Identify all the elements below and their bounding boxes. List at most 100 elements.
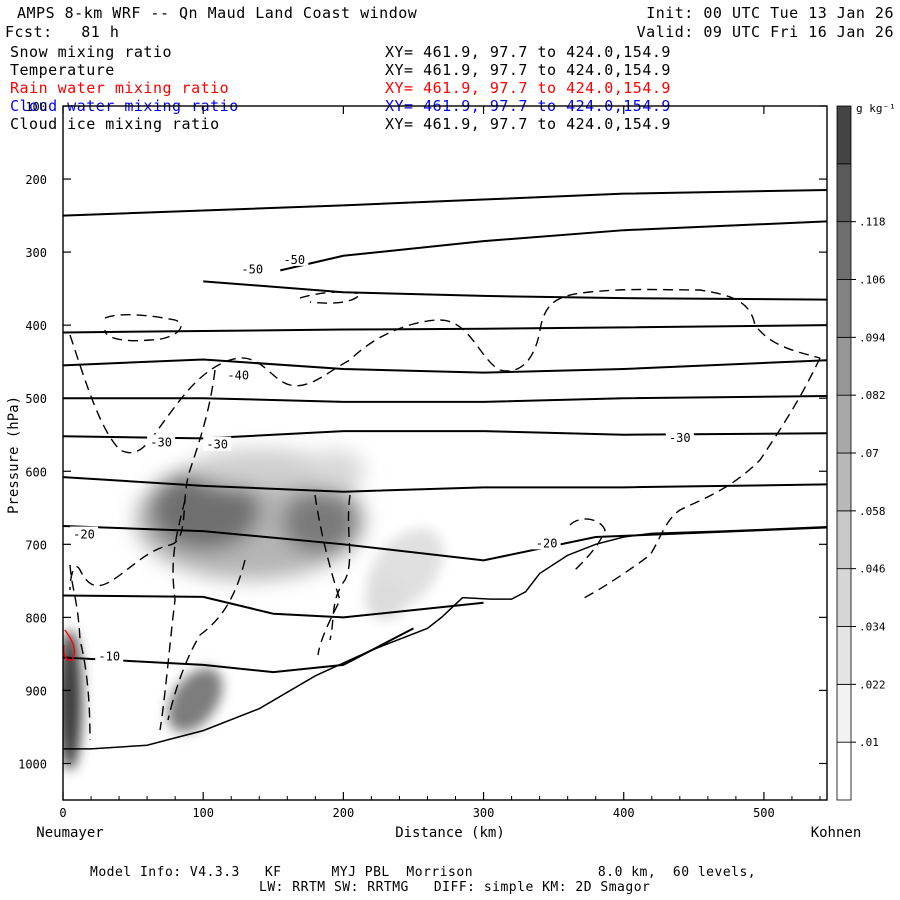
terrain-surface xyxy=(63,526,828,750)
field-xy: XY= 461.9, 97.7 to 424.0,154.9 xyxy=(385,43,671,61)
field-name: Temperature xyxy=(10,61,115,79)
cloud-ice-contour xyxy=(69,564,91,741)
y-tick-label: 100 xyxy=(25,100,47,114)
contour-label: -50 xyxy=(241,262,263,276)
y-tick-label: 800 xyxy=(25,611,47,625)
isotherm xyxy=(63,189,827,217)
physics-info: LW: RRTM SW: RRTMG DIFF: simple KM: 2D S… xyxy=(259,880,651,895)
y-tick-label: 500 xyxy=(25,392,47,406)
x-tick-label: 0 xyxy=(59,806,66,820)
init-time: Init: 00 UTC Tue 13 Jan 26 xyxy=(646,4,894,22)
y-tick-label: 1000 xyxy=(18,757,47,771)
field-xy: XY= 461.9, 97.7 to 424.0,154.9 xyxy=(385,61,671,79)
contour-label: -30 xyxy=(150,436,172,450)
y-tick-label: 200 xyxy=(25,173,47,187)
contour-label: -30 xyxy=(206,438,228,452)
isotherm xyxy=(63,476,827,493)
isotherm xyxy=(63,430,827,440)
terrain-line xyxy=(63,526,828,750)
colorbar-level-label: .046 xyxy=(859,563,886,576)
x-tick-label: 300 xyxy=(473,806,495,820)
colorbar-level-label: .118 xyxy=(859,216,886,229)
colorbar-swatch xyxy=(836,626,852,685)
cloud-ice-contour xyxy=(314,494,341,656)
y-axis: 100 200 300 400 500 600 700 800 900 1000 xyxy=(18,100,827,771)
colorbar-swatch xyxy=(836,683,852,743)
field-xy: XY= 461.9, 97.7 to 424.0,154.9 xyxy=(385,115,671,133)
isotherm xyxy=(63,358,827,374)
forecast-hour: Fcst: 81 h xyxy=(5,23,120,41)
field-name: Snow mixing ratio xyxy=(10,43,173,61)
contour-label: -30 xyxy=(669,431,691,445)
isotherm xyxy=(63,324,827,334)
colorbar-level-label: .022 xyxy=(859,678,886,691)
isotherm xyxy=(203,280,827,301)
colorbar-swatch xyxy=(836,163,852,223)
colorbar-level-label: .058 xyxy=(859,505,886,518)
cloud-ice-contours xyxy=(69,288,821,741)
colorbar-swatch xyxy=(836,221,852,280)
contour-label: -40 xyxy=(227,368,249,382)
x-axis: 0 100 200 300 400 500 xyxy=(59,106,821,820)
isotherm xyxy=(63,525,827,562)
y-tick-label: 600 xyxy=(25,465,47,479)
x-tick-label: 500 xyxy=(753,806,775,820)
contour-label-bg xyxy=(147,434,176,449)
contour-label-bg xyxy=(238,261,267,276)
cloud-ice-contour xyxy=(104,314,182,342)
start-location-label: Neumayer xyxy=(36,825,103,841)
contour-label: -10 xyxy=(98,650,120,664)
cloud-ice-contour xyxy=(329,494,351,641)
x-tick-label: 400 xyxy=(613,806,635,820)
colorbar-swatch xyxy=(836,279,852,338)
contour-label-bg xyxy=(95,648,124,663)
field-xy: XY= 461.9, 97.7 to 424.0,154.9 xyxy=(385,79,671,97)
y-tick-label: 300 xyxy=(25,246,47,260)
colorbar-swatch xyxy=(836,568,852,627)
x-tick-label: 100 xyxy=(192,806,214,820)
y-tick-label: 400 xyxy=(25,319,47,333)
contour-label-bg xyxy=(280,251,309,266)
cloud-ice-contour xyxy=(167,559,246,721)
colorbar-swatch xyxy=(836,336,852,396)
cloud-ice-contour xyxy=(69,288,821,454)
chart-title: AMPS 8-km WRF -- Qn Maud Land Coast wind… xyxy=(17,4,418,22)
y-tick-label: 700 xyxy=(25,538,47,552)
valid-time: Valid: 09 UTC Fri 16 Jan 26 xyxy=(636,23,894,41)
contour-label-bg xyxy=(532,535,561,550)
isotherm xyxy=(63,594,484,619)
cloud-ice-contour xyxy=(569,518,606,571)
field-name: Rain water mixing ratio xyxy=(10,79,230,97)
contour-label: -50 xyxy=(283,253,305,267)
colorbar-level-label: .082 xyxy=(859,389,886,402)
colorbar-level-label: .01 xyxy=(859,736,879,749)
colorbar-level-label: .106 xyxy=(859,274,886,287)
colorbar-swatch xyxy=(836,394,852,454)
colorbar-level-label: .094 xyxy=(859,331,886,344)
colorbar-swatch xyxy=(836,510,852,570)
temperature-contour-labels: -50 -50 -40 -30 -30 -30 -20 -20 -10 xyxy=(70,251,694,664)
y-axis-label: Pressure (hPa) xyxy=(6,396,22,514)
colorbar-swatch xyxy=(836,105,852,165)
colorbar: .01 .022 .034 .046 .058 .07 .082 .094 .106 .118 xyxy=(836,105,886,801)
colorbar-swatch xyxy=(836,741,852,801)
model-info: Model Info: V4.3.3 KF MYJ PBL Morrison 8… xyxy=(90,865,757,880)
contour-label-bg xyxy=(203,436,232,451)
temperature-contours xyxy=(63,189,827,674)
contour-label-bg xyxy=(70,526,99,541)
isotherm xyxy=(63,627,414,674)
cloud-ice-contour xyxy=(69,369,216,591)
snow-mixing-ratio-shading xyxy=(63,448,444,770)
isotherm xyxy=(280,220,827,272)
contour-label-bg xyxy=(665,430,694,445)
contour-label: -20 xyxy=(536,536,558,550)
colorbar-unit-label: g kg⁻¹ xyxy=(856,102,896,115)
contour-label-bg xyxy=(224,367,253,382)
rain-water-contour xyxy=(63,629,76,662)
contour-label: -20 xyxy=(73,528,95,542)
cloud-ice-contour xyxy=(159,499,186,731)
colorbar-level-label: .07 xyxy=(859,447,879,460)
colorbar-level-label: .034 xyxy=(859,621,886,634)
y-tick-label: 900 xyxy=(25,684,47,698)
